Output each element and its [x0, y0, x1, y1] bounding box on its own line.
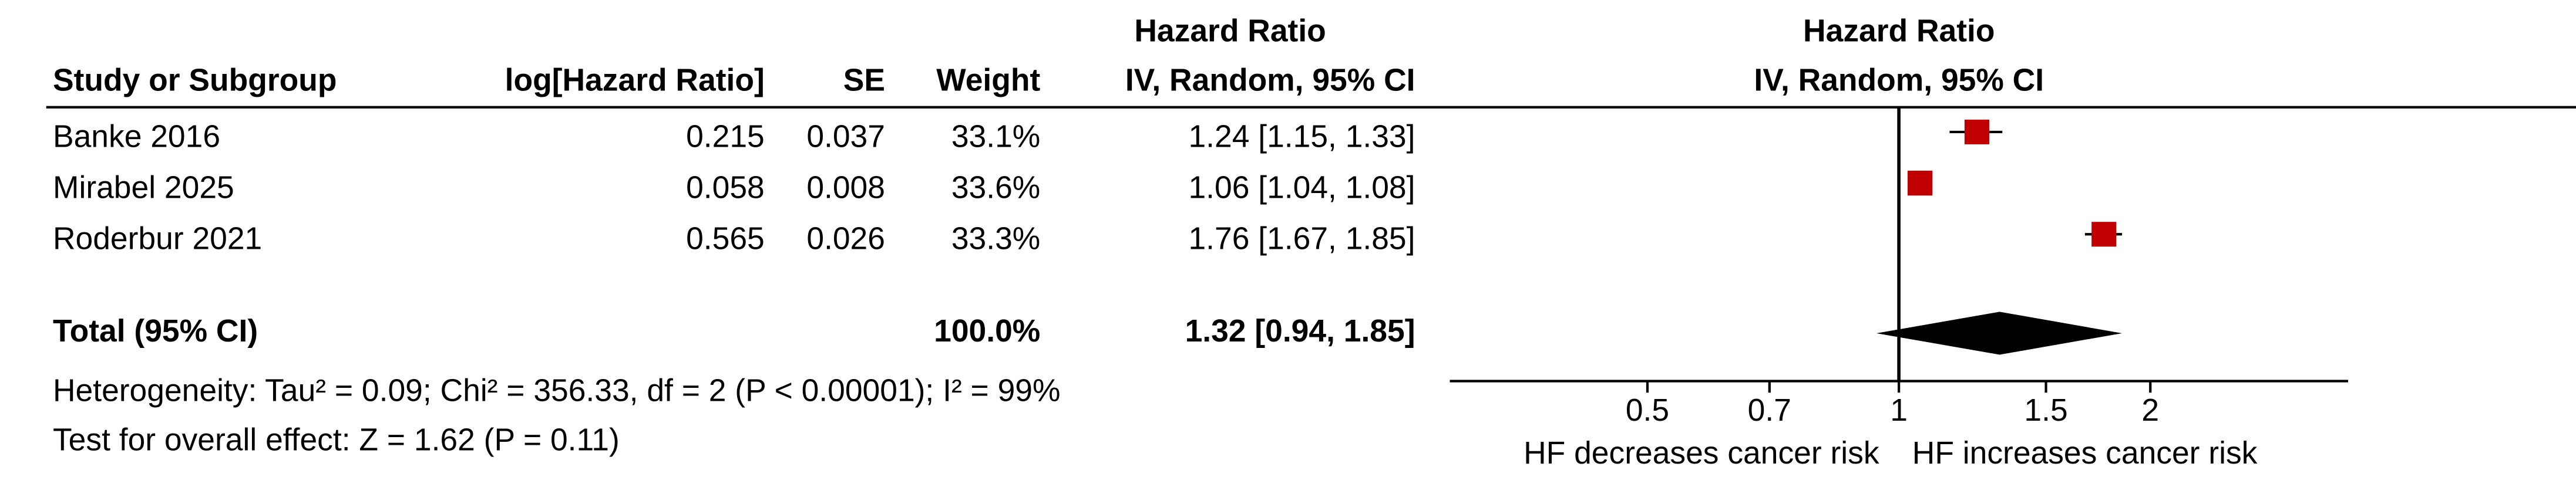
- total-effect: 1.32 [0.94, 1.85]: [1185, 314, 1415, 349]
- study-square: [1964, 119, 1990, 144]
- weight: 33.3%: [951, 222, 1040, 256]
- se: 0.008: [806, 170, 885, 205]
- se: 0.026: [806, 222, 885, 256]
- axis-label-right: HF increases cancer risk: [1912, 436, 2258, 471]
- column-header: Hazard Ratio: [1134, 13, 1326, 48]
- column-header: SE: [843, 63, 885, 98]
- x-tick-label: 0.5: [1626, 393, 1669, 428]
- column-header: Weight: [936, 63, 1040, 98]
- x-tick-label: 1.5: [2024, 393, 2067, 428]
- heterogeneity: Heterogeneity: Tau² = 0.09; Chi² = 356.3…: [53, 373, 1061, 408]
- log-hr: 0.058: [686, 170, 765, 205]
- plot-subtitle: IV, Random, 95% CI: [1754, 63, 2044, 98]
- study-square: [1907, 170, 1933, 196]
- study-square: [2091, 222, 2117, 247]
- plot-title: Hazard Ratio: [1803, 13, 1995, 48]
- total-diamond: [1876, 312, 2123, 355]
- column-header: IV, Random, 95% CI: [1125, 63, 1415, 98]
- study-name: Banke 2016: [53, 119, 220, 154]
- weight: 33.1%: [951, 119, 1040, 154]
- study-name: Roderbur 2021: [53, 222, 262, 256]
- x-tick-label: 0.7: [1748, 393, 1791, 428]
- log-hr: 0.215: [686, 119, 765, 154]
- total-label: Total (95% CI): [53, 314, 258, 349]
- total-weight: 100.0%: [934, 314, 1040, 349]
- overall-effect: Test for overall effect: Z = 1.62 (P = 0…: [53, 423, 620, 458]
- se: 0.037: [806, 119, 885, 154]
- column-header: Study or Subgroup: [53, 63, 337, 98]
- weight: 33.6%: [951, 170, 1040, 205]
- x-tick-label: 2: [2141, 393, 2159, 428]
- effect-ci: 1.06 [1.04, 1.08]: [1188, 170, 1415, 205]
- axis-label-left: HF decreases cancer risk: [1524, 436, 1879, 471]
- log-hr: 0.565: [686, 222, 765, 256]
- effect-ci: 1.24 [1.15, 1.33]: [1188, 119, 1415, 154]
- effect-ci: 1.76 [1.67, 1.85]: [1188, 222, 1415, 256]
- x-tick-label: 1: [1890, 393, 1908, 428]
- column-header: log[Hazard Ratio]: [505, 63, 765, 98]
- study-name: Mirabel 2025: [53, 170, 234, 205]
